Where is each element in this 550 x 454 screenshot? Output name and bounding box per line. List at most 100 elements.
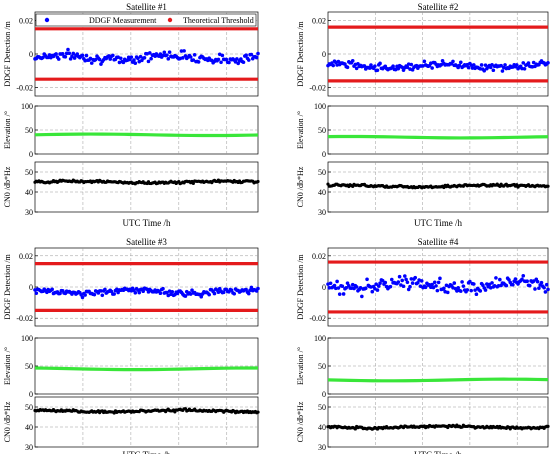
- plot-area: [327, 396, 549, 448]
- measurement-point: [451, 59, 455, 64]
- measurement-point: [158, 52, 163, 56]
- y-tick-label: 0.02: [19, 16, 33, 25]
- measurement-point: [192, 53, 197, 57]
- y-tick-label: 50: [25, 126, 33, 135]
- measurement-point: [465, 288, 470, 292]
- measurement-point: [183, 294, 188, 298]
- panel-cn0: 50 40 30 CN0 /db*Hz: [296, 396, 550, 452]
- measurement-point: [161, 286, 165, 291]
- measurement-point: [365, 277, 369, 282]
- measurement-point: [341, 292, 346, 296]
- measurement-point: [391, 64, 395, 69]
- measurement-point: [487, 282, 492, 287]
- measurement-point: [522, 66, 527, 71]
- measurement-point: [108, 57, 113, 61]
- plot-area: [34, 161, 259, 213]
- measurement-point: [93, 57, 98, 62]
- y-tick-label: 0: [322, 50, 326, 59]
- measurement-point: [543, 290, 548, 294]
- measurement-point: [397, 274, 402, 279]
- measurement-point: [64, 51, 69, 56]
- measurement-point: [80, 53, 85, 58]
- panel-cn0: 50 40 30 CN0 /db*Hz: [3, 161, 260, 217]
- measurement-point: [227, 60, 231, 65]
- measurement-point: [531, 60, 536, 65]
- y-axis-label: DDGF Detection /m: [3, 21, 12, 87]
- chart-satellite-4: Satellite #4 UTC Time /h 0.02 0 -0.02 DDGF De…: [296, 237, 550, 454]
- panel-ddgf: 0.02 0 -0.02 DDGF Detection /m: [296, 247, 550, 327]
- measurement-point: [233, 60, 238, 64]
- y-axis-label: DDGF Detection /m: [296, 254, 305, 320]
- measurement-point: [418, 284, 423, 288]
- y-axis-label: Elevation /°: [3, 347, 12, 385]
- measurement-point: [335, 279, 339, 284]
- measurement-point: [478, 289, 483, 293]
- measurement-point: [360, 294, 364, 299]
- y-tick-label: 0: [322, 283, 326, 292]
- measurement-point: [544, 282, 549, 287]
- cn0-point: [256, 179, 260, 184]
- measurement-point: [436, 280, 441, 285]
- y-tick-label: 30: [25, 208, 33, 217]
- measurement-point: [438, 276, 442, 281]
- panel-cn0: 50 40 30 CN0 /db*Hz: [296, 161, 550, 217]
- measurement-point: [246, 291, 251, 296]
- measurement-point: [430, 282, 434, 287]
- measurement-point: [469, 63, 473, 67]
- measurement-point: [525, 279, 529, 284]
- measurement-point: [474, 292, 479, 296]
- measurement-point: [161, 53, 165, 58]
- measurement-point: [328, 281, 333, 286]
- measurement-point: [520, 66, 524, 71]
- measurement-point: [249, 285, 254, 290]
- measurement-point: [383, 280, 388, 285]
- measurement-point: [376, 284, 381, 288]
- measurement-point: [249, 52, 254, 57]
- measurement-point: [235, 57, 239, 61]
- measurement-point: [216, 57, 221, 62]
- y-tick-label: 0: [29, 150, 33, 159]
- panel-cn0: 50 40 30 CN0 /db*Hz: [3, 396, 260, 452]
- x-axis-label: UTC Time /h: [122, 218, 171, 228]
- measurement-point: [66, 47, 70, 52]
- measurement-point: [147, 51, 152, 55]
- measurement-point: [165, 290, 169, 295]
- y-axis-label: CN0 /db*Hz: [296, 166, 305, 207]
- measurement-point: [423, 285, 428, 290]
- measurement-point: [535, 279, 540, 284]
- y-axis-label: Elevation /°: [296, 347, 305, 385]
- measurement-point: [224, 57, 229, 62]
- measurement-point: [352, 286, 356, 291]
- measurement-point: [162, 50, 167, 55]
- measurement-point: [542, 285, 546, 290]
- legend-box: [35, 13, 257, 27]
- measurement-point: [396, 66, 401, 71]
- measurement-point: [158, 291, 163, 296]
- measurement-point: [460, 280, 464, 284]
- measurement-point: [403, 274, 407, 278]
- y-tick-label: 30: [318, 208, 326, 217]
- measurement-point: [121, 60, 126, 65]
- measurement-point: [219, 60, 223, 65]
- measurement-point: [452, 281, 457, 285]
- cn0-point: [515, 183, 519, 187]
- measurement-point: [89, 61, 94, 65]
- x-axis-label: UTC Time /h: [414, 218, 463, 228]
- measurement-point: [546, 60, 550, 65]
- measurement-point: [182, 49, 186, 53]
- measurement-point: [514, 63, 519, 67]
- measurement-point: [521, 61, 526, 65]
- y-axis-label: DDGF Detection /m: [3, 254, 12, 320]
- measurement-point: [473, 288, 477, 292]
- y-tick-label: 40: [318, 188, 326, 197]
- measurement-point: [142, 55, 147, 60]
- measurement-point: [456, 286, 460, 290]
- measurement-point: [332, 283, 337, 288]
- measurement-point: [539, 280, 544, 285]
- measurement-point: [179, 49, 184, 53]
- chart-satellite-1: Satellite #1 UTC Time /h 0.02 0 -0.02 DDGF De…: [3, 2, 260, 228]
- measurement-point: [405, 65, 410, 70]
- y-tick-label: 40: [25, 423, 33, 432]
- y-tick-label: -0.02: [309, 314, 326, 323]
